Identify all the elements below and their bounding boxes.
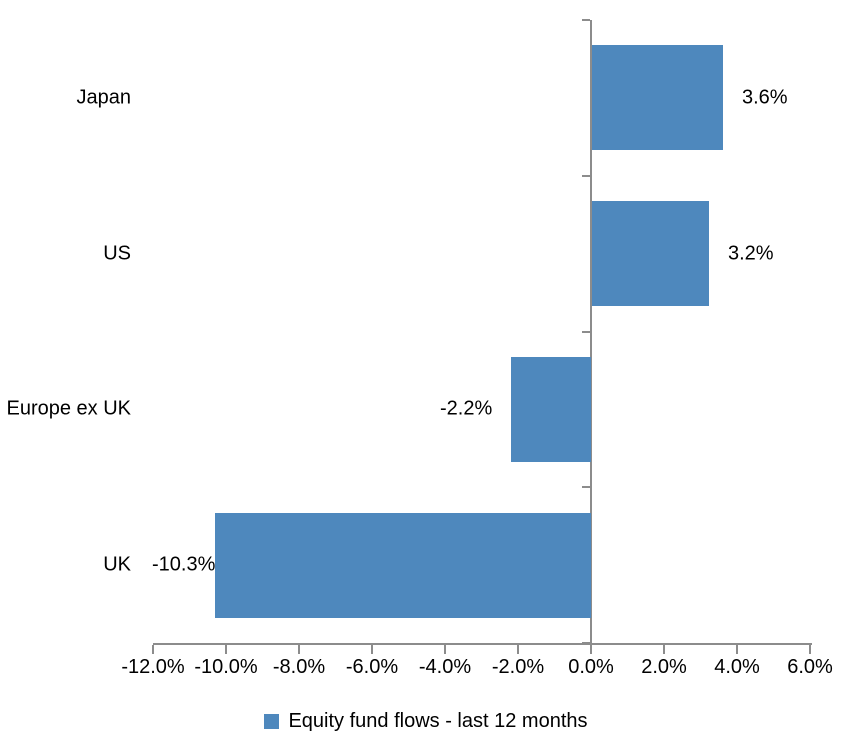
x-tick-label: 6.0% [787, 656, 833, 678]
x-tick [736, 645, 738, 654]
x-tick-label: 2.0% [641, 656, 687, 678]
x-axis-line [153, 643, 812, 645]
bar [215, 513, 591, 618]
x-tick [590, 645, 592, 654]
value-label: -2.2% [440, 397, 493, 420]
x-tick [298, 645, 300, 654]
category-label: US [103, 242, 131, 265]
legend-label: Equity fund flows - last 12 months [288, 709, 588, 732]
category-tick [582, 486, 590, 488]
legend-swatch-icon [264, 713, 280, 729]
value-label: 3.2% [728, 242, 774, 265]
x-tick [152, 645, 154, 654]
category-tick [582, 331, 590, 333]
category-tick [582, 175, 590, 177]
x-tick-label: 0.0% [568, 656, 614, 678]
x-tick-label: 4.0% [714, 656, 760, 678]
x-tick-label: -4.0% [418, 656, 472, 678]
bar [511, 357, 591, 462]
legend: Equity fund flows - last 12 months [0, 704, 852, 738]
bar [592, 45, 723, 150]
value-label: -10.3% [152, 553, 216, 576]
x-tick [517, 645, 519, 654]
x-tick-label: -12.0% [121, 656, 185, 678]
x-tick [225, 645, 227, 654]
category-label: Europe ex UK [6, 397, 131, 420]
x-tick [809, 645, 811, 654]
x-tick [444, 645, 446, 654]
x-tick [663, 645, 665, 654]
y-axis-line [590, 20, 592, 643]
value-label: 3.6% [742, 86, 788, 109]
category-tick [582, 19, 590, 21]
category-label: Japan [76, 86, 132, 109]
x-tick-label: -2.0% [491, 656, 545, 678]
category-label: UK [103, 553, 131, 576]
category-tick [582, 642, 590, 644]
x-tick [371, 645, 373, 654]
x-tick-label: -6.0% [345, 656, 399, 678]
x-tick-label: -10.0% [194, 656, 258, 678]
bar [592, 201, 709, 306]
x-tick-label: -8.0% [272, 656, 326, 678]
